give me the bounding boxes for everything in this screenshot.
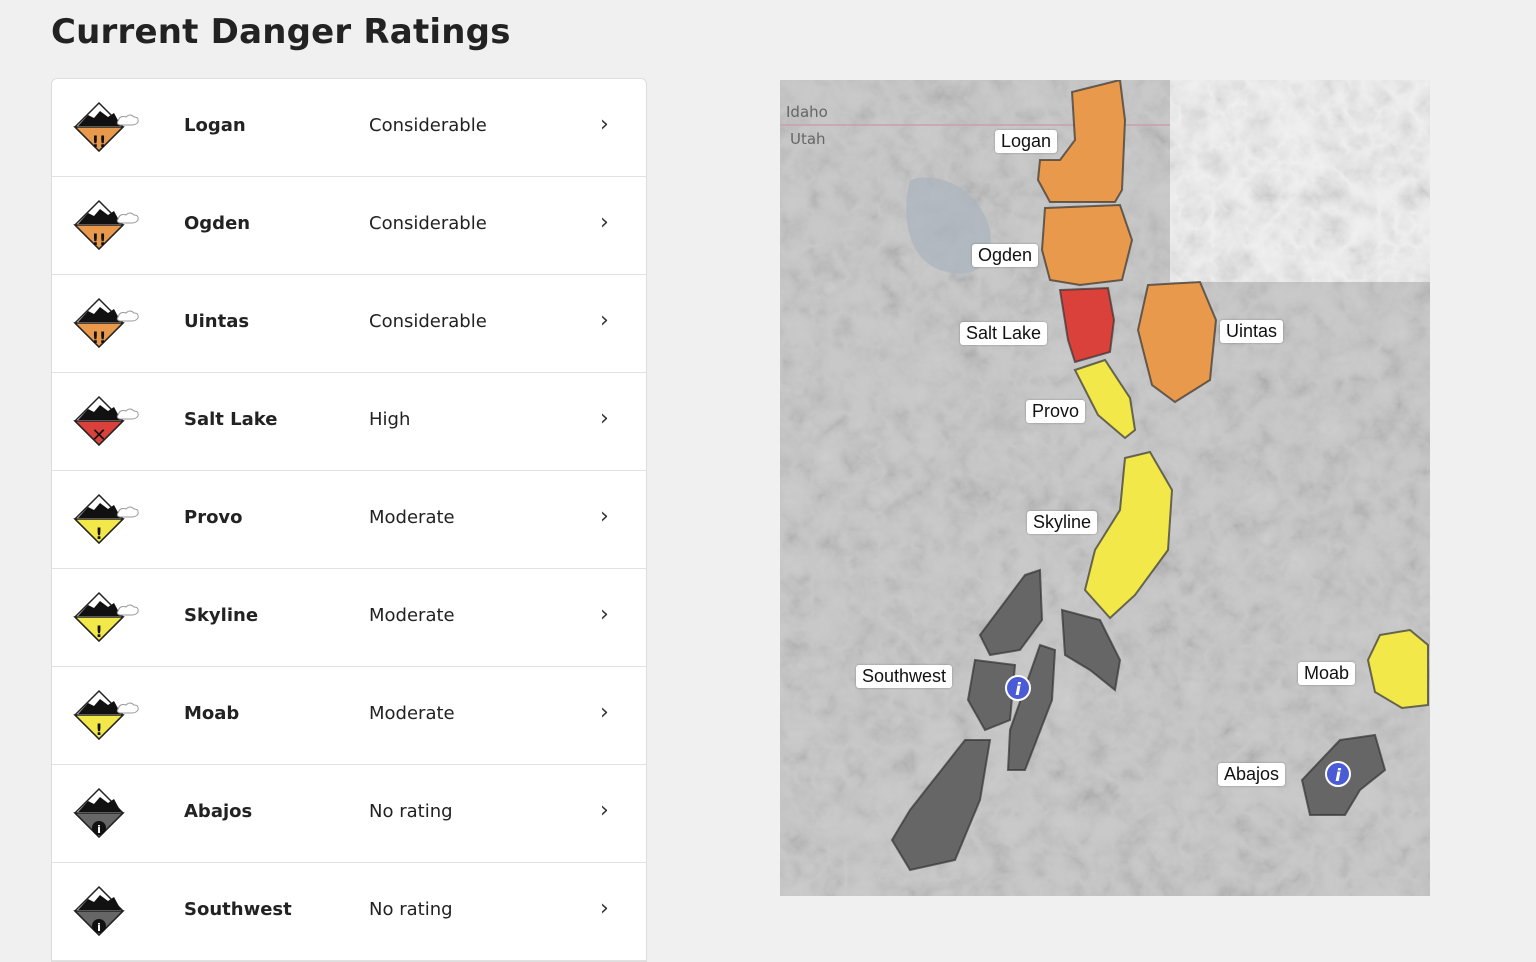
svg-text:!: ! (95, 720, 102, 739)
danger-rating: Considerable (369, 311, 487, 332)
svg-text:!: ! (95, 524, 102, 543)
danger-rating: Moderate (369, 703, 455, 724)
danger-moderate-icon: ! (73, 591, 139, 643)
page-title: Current Danger Ratings (51, 12, 511, 52)
zone-row-salt-lake[interactable]: ✕ Salt Lake High › (52, 373, 646, 471)
zone-southwest-central-a[interactable] (966, 658, 1017, 732)
map-label-abajos[interactable]: Abajos (1218, 763, 1286, 786)
danger-moderate-icon: ! (73, 493, 139, 545)
zone-logan[interactable] (1036, 78, 1127, 203)
svg-text:i: i (1015, 680, 1022, 700)
info-marker-abajos[interactable]: i (1325, 761, 1351, 787)
danger-considerable-icon: !! (73, 199, 139, 251)
zone-provo[interactable] (1073, 358, 1137, 440)
chevron-right-icon[interactable]: › (600, 896, 609, 921)
danger-rating: No rating (369, 899, 453, 920)
chevron-right-icon[interactable]: › (600, 406, 609, 431)
zone-name: Moab (184, 703, 240, 724)
zone-row-logan[interactable]: !! Logan Considerable › (52, 79, 646, 177)
zone-row-skyline[interactable]: ! Skyline Moderate › (52, 569, 646, 667)
chevron-right-icon[interactable]: › (600, 308, 609, 333)
zone-name: Logan (184, 115, 246, 136)
map-label-skyline[interactable]: Skyline (1027, 511, 1098, 534)
map-label-salt-lake[interactable]: Salt Lake (960, 322, 1048, 345)
zone-ogden[interactable] (1040, 203, 1134, 287)
map-label-southwest[interactable]: Southwest (856, 665, 953, 688)
forecast-zone-map[interactable]: i i Idaho Utah Logan Ogden Salt Lake Uin… (780, 78, 1430, 896)
svg-text:!!: !! (92, 328, 107, 347)
zone-name: Ogden (184, 213, 251, 234)
danger-none-icon: i (73, 885, 125, 937)
svg-text:i: i (1335, 766, 1342, 786)
zone-name: Skyline (184, 605, 259, 626)
chevron-right-icon[interactable]: › (600, 504, 609, 529)
terrain-shading (780, 80, 1430, 896)
danger-moderate-icon: ! (73, 689, 139, 741)
danger-rating: Moderate (369, 507, 455, 528)
zone-name: Salt Lake (184, 409, 278, 430)
chevron-right-icon[interactable]: › (600, 112, 609, 137)
zone-row-provo[interactable]: ! Provo Moderate › (52, 471, 646, 569)
zone-southwest-north[interactable] (978, 568, 1044, 657)
svg-text:!!: !! (92, 230, 107, 249)
zone-name: Uintas (184, 311, 250, 332)
map-label-logan[interactable]: Logan (995, 130, 1058, 153)
zone-row-ogden[interactable]: !! Ogden Considerable › (52, 177, 646, 275)
zone-row-southwest[interactable]: i Southwest No rating › (52, 863, 646, 961)
svg-text:✕: ✕ (91, 425, 106, 446)
zone-row-abajos[interactable]: i Abajos No rating › (52, 765, 646, 863)
zone-skyline[interactable] (1083, 450, 1174, 620)
zone-moab[interactable] (1366, 628, 1429, 710)
danger-ratings-list: !! Logan Considerable ›!! Ogden Considerable ›… (51, 78, 647, 962)
svg-text:i: i (97, 823, 101, 836)
danger-high-icon: ✕ (73, 395, 139, 447)
zone-salt-lake[interactable] (1058, 286, 1116, 364)
svg-text:i: i (97, 921, 101, 934)
zone-uintas[interactable] (1136, 280, 1218, 404)
map-label-provo[interactable]: Provo (1026, 400, 1086, 423)
zone-row-moab[interactable]: ! Moab Moderate › (52, 667, 646, 765)
danger-rating: Considerable (369, 115, 487, 136)
danger-none-icon: i (73, 787, 125, 839)
chevron-right-icon[interactable]: › (600, 798, 609, 823)
map-label-uintas[interactable]: Uintas (1220, 320, 1284, 343)
danger-considerable-icon: !! (73, 101, 139, 153)
map-label-moab[interactable]: Moab (1298, 662, 1356, 685)
zone-southwest-south[interactable] (890, 739, 992, 872)
danger-rating: High (369, 409, 411, 430)
great-salt-lake (906, 177, 991, 274)
zone-name: Southwest (184, 899, 292, 920)
zone-row-uintas[interactable]: !! Uintas Considerable › (52, 275, 646, 373)
chevron-right-icon[interactable]: › (600, 210, 609, 235)
svg-text:!: ! (95, 622, 102, 641)
chevron-right-icon[interactable]: › (600, 602, 609, 627)
danger-rating: Moderate (369, 605, 455, 626)
zone-southwest-central-b[interactable] (1006, 643, 1057, 771)
zone-southwest-east[interactable] (1060, 608, 1122, 692)
danger-considerable-icon: !! (73, 297, 139, 349)
chevron-right-icon[interactable]: › (600, 700, 609, 725)
map-label-ogden[interactable]: Ogden (972, 244, 1039, 267)
zone-name: Abajos (184, 801, 253, 822)
state-label-idaho: Idaho (786, 103, 828, 121)
zone-name: Provo (184, 507, 243, 528)
svg-text:!!: !! (92, 132, 107, 151)
info-marker-southwest[interactable]: i (1005, 675, 1031, 701)
danger-rating: Considerable (369, 213, 487, 234)
state-label-utah: Utah (790, 130, 826, 148)
danger-rating: No rating (369, 801, 453, 822)
